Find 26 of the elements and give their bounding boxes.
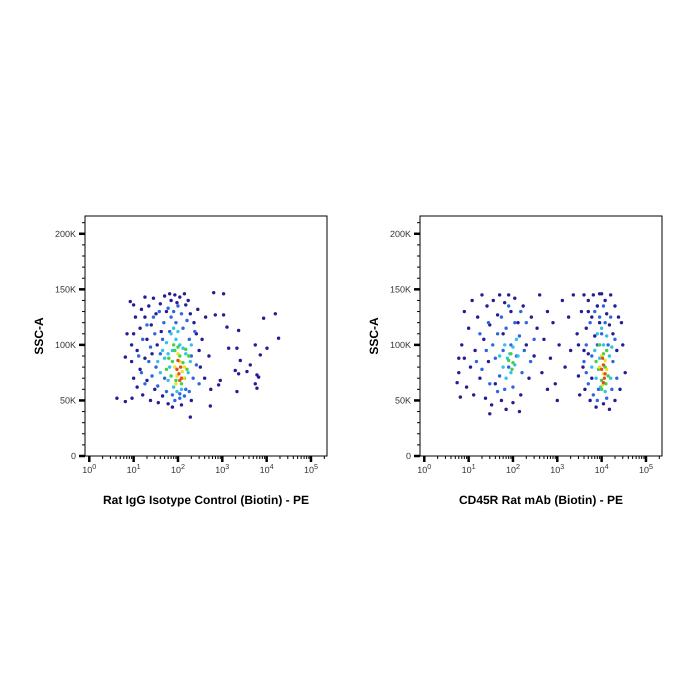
y-tick-label: 100K <box>54 340 76 350</box>
x-tick-label: 10$^{4}$ <box>594 462 609 475</box>
y-tick-label: 200K <box>54 228 76 239</box>
x-tick-label: 10$^{3}$ <box>215 462 230 475</box>
y-tick-label: 150K <box>54 284 76 294</box>
y-tick-label: 50K <box>60 396 76 406</box>
y-tick-label: 150K <box>390 284 411 294</box>
x-tick-label: 10$^{5}$ <box>638 462 653 475</box>
x-tick-label: 10$^{5}$ <box>304 462 318 475</box>
x-tick-label: 10$^{3}$ <box>550 462 564 475</box>
x-axis-title: Rat IgG Isotype Control (Biotin) - PE <box>103 493 309 507</box>
x-tick-label: 10$^{0}$ <box>417 462 432 475</box>
y-tick-label: 100K <box>390 340 411 350</box>
y-tick-label: 50K <box>394 396 411 406</box>
x-tick-label: 10$^{4}$ <box>260 462 274 475</box>
x-tick-label: 10$^{2}$ <box>506 462 520 475</box>
y-tick-label: 0 <box>70 451 76 462</box>
x-axis-title: CD45R Rat mAb (Biotin) - PE <box>458 493 624 507</box>
x-tick-label: 10$^{1}$ <box>462 462 476 475</box>
x-tick-label: 10$^{0}$ <box>82 462 96 475</box>
y-tick-label: 0 <box>406 451 411 462</box>
x-tick-label: 10$^{1}$ <box>126 462 141 475</box>
y-axis-title: SSC-A <box>367 317 381 355</box>
y-tick-label: 200K <box>390 228 411 239</box>
y-axis-title: SSC-A <box>32 317 46 355</box>
x-tick-label: 10$^{2}$ <box>170 462 185 475</box>
